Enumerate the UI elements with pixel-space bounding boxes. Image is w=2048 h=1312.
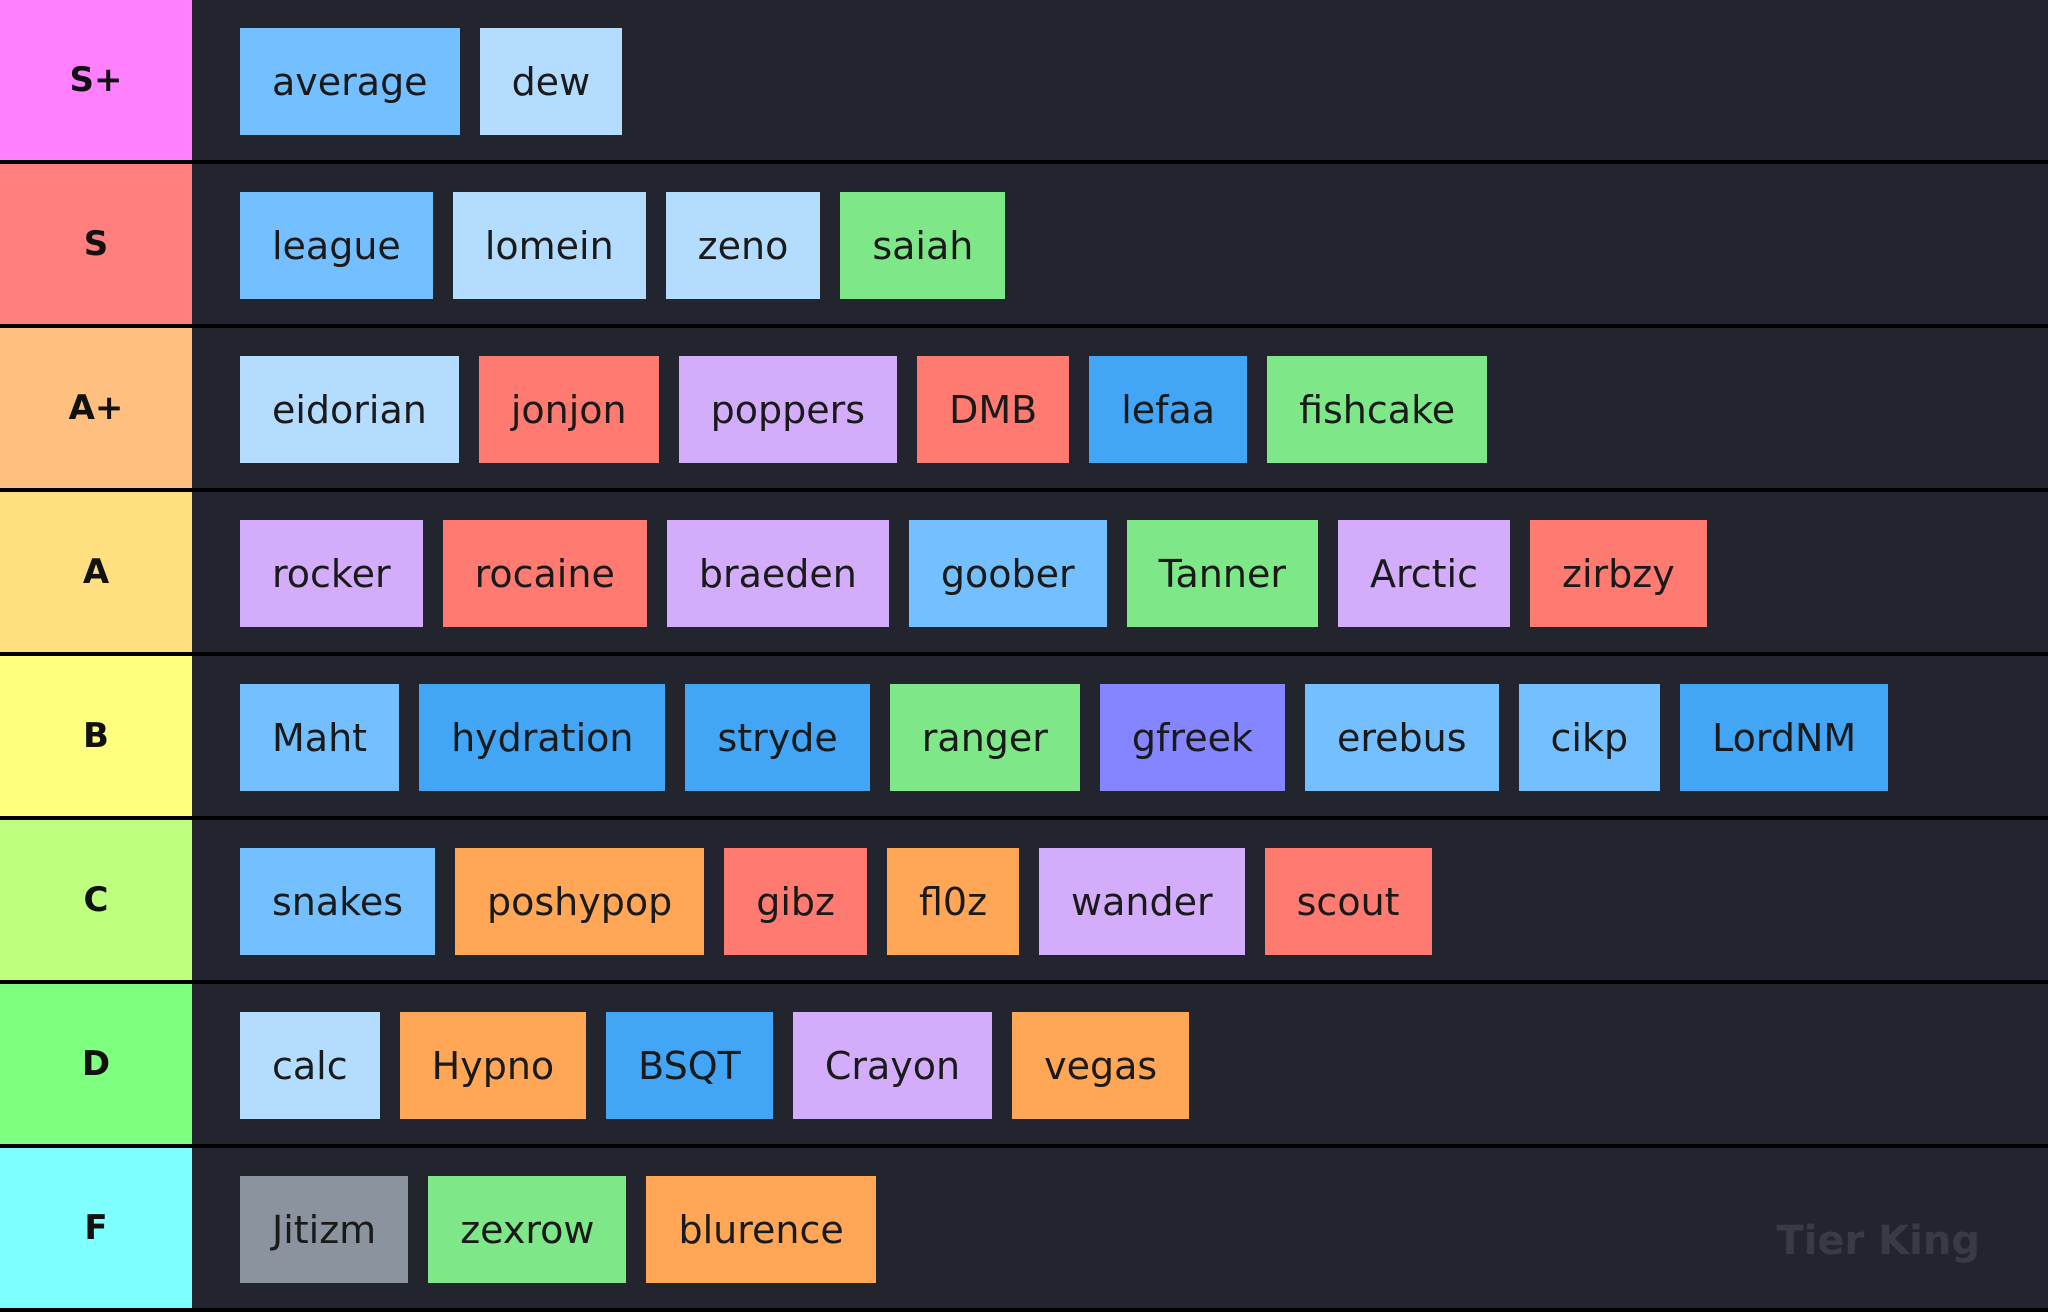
tier-item[interactable]: Crayon: [792, 1012, 993, 1119]
tier-item[interactable]: poppers: [678, 356, 898, 463]
tier-item[interactable]: lefaa: [1089, 356, 1248, 463]
tier-item[interactable]: vegas: [1012, 1012, 1190, 1119]
tier-item[interactable]: gibz: [724, 848, 867, 955]
tier-label: A+: [0, 328, 192, 488]
tier-item[interactable]: Arctic: [1337, 520, 1511, 627]
tier-item[interactable]: ranger: [889, 684, 1080, 791]
tier-label: D: [0, 984, 192, 1144]
tier-item[interactable]: zeno: [665, 192, 821, 299]
tier-item[interactable]: erebus: [1304, 684, 1499, 791]
tier-label: B: [0, 656, 192, 816]
tier-item[interactable]: LordNM: [1680, 684, 1889, 791]
tier-item[interactable]: goober: [908, 520, 1107, 627]
tier-item[interactable]: poshypop: [455, 848, 705, 955]
tier-label: S: [0, 164, 192, 324]
tier-item[interactable]: rocaine: [442, 520, 647, 627]
tier-item[interactable]: snakes: [240, 848, 435, 955]
tier-item[interactable]: Hypno: [399, 1012, 587, 1119]
tier-label: A: [0, 492, 192, 652]
tier-item[interactable]: Maht: [240, 684, 400, 791]
tier-item[interactable]: gfreek: [1099, 684, 1285, 791]
tier-row: B Maht hydration stryde ranger gfreek erebus ci…: [0, 656, 2048, 820]
tier-items: Jitizm zexrow blurence: [192, 1148, 2048, 1308]
tier-items: eidorian jonjon poppers DMB lefaa fishcake: [192, 328, 2048, 488]
tier-item[interactable]: fl0z: [886, 848, 1020, 955]
tier-items: calc Hypno BSQT Crayon vegas: [192, 984, 2048, 1144]
tier-item[interactable]: zexrow: [428, 1176, 627, 1283]
tier-item[interactable]: calc: [240, 1012, 380, 1119]
tier-item[interactable]: lomein: [452, 192, 646, 299]
tier-item[interactable]: scout: [1264, 848, 1432, 955]
tier-item[interactable]: BSQT: [606, 1012, 773, 1119]
tier-items: average dew: [192, 0, 2048, 160]
tier-item[interactable]: dew: [479, 28, 623, 135]
tier-label: C: [0, 820, 192, 980]
tier-item[interactable]: eidorian: [240, 356, 459, 463]
tier-item[interactable]: hydration: [419, 684, 666, 791]
tier-items: league lomein zeno saiah: [192, 164, 2048, 324]
tier-row: F Jitizm zexrow blurence: [0, 1148, 2048, 1312]
tier-item[interactable]: saiah: [840, 192, 1006, 299]
tier-item[interactable]: stryde: [685, 684, 870, 791]
tier-item[interactable]: rocker: [240, 520, 423, 627]
tier-item[interactable]: fishcake: [1267, 356, 1488, 463]
tier-items: Maht hydration stryde ranger gfreek erebus cik…: [192, 656, 2048, 816]
tier-item[interactable]: DMB: [917, 356, 1070, 463]
tier-label: S+: [0, 0, 192, 160]
tier-items: rocker rocaine braeden goober Tanner Arctic zi…: [192, 492, 2048, 652]
tier-item[interactable]: zirbzy: [1530, 520, 1707, 627]
tier-items: snakes poshypop gibz fl0z wander scout: [192, 820, 2048, 980]
tier-item[interactable]: braeden: [666, 520, 889, 627]
tier-item[interactable]: jonjon: [478, 356, 659, 463]
tier-row: S+ average dew: [0, 0, 2048, 164]
tier-item[interactable]: Jitizm: [240, 1176, 409, 1283]
tier-item[interactable]: cikp: [1518, 684, 1661, 791]
tier-item[interactable]: Tanner: [1126, 520, 1318, 627]
tier-item[interactable]: average: [240, 28, 460, 135]
watermark: Tier King: [1776, 1218, 1980, 1264]
tier-label: F: [0, 1148, 192, 1308]
tier-item[interactable]: blurence: [646, 1176, 876, 1283]
tier-item[interactable]: league: [240, 192, 433, 299]
tier-row: A+ eidorian jonjon poppers DMB lefaa fishcake: [0, 328, 2048, 492]
tier-item[interactable]: wander: [1039, 848, 1245, 955]
